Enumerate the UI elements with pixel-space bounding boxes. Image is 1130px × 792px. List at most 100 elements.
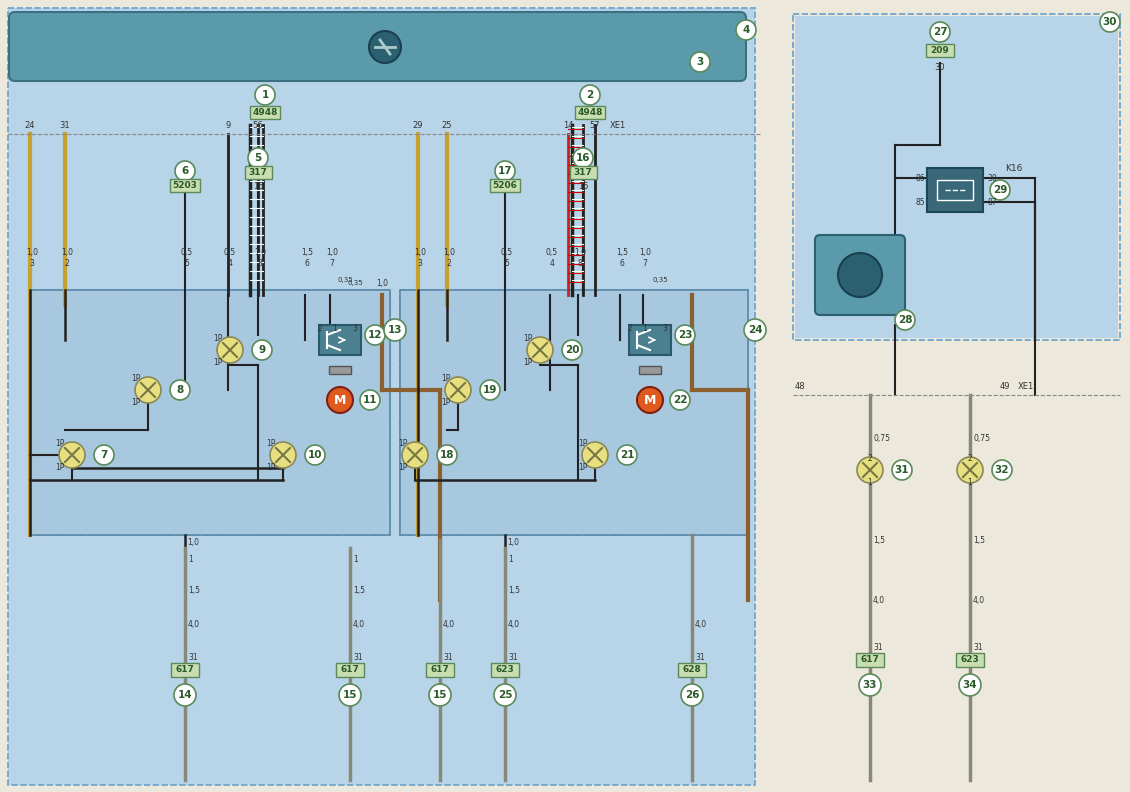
Text: 1P: 1P: [579, 439, 588, 447]
Text: 56: 56: [253, 121, 263, 130]
Text: 1P: 1P: [131, 374, 141, 383]
Text: 57: 57: [590, 121, 600, 130]
Text: 1P: 1P: [398, 463, 408, 471]
Text: 24: 24: [25, 121, 35, 130]
Text: 1,0: 1,0: [254, 248, 266, 257]
Circle shape: [892, 460, 912, 480]
Text: 23: 23: [678, 330, 693, 340]
Text: 19: 19: [483, 385, 497, 395]
Text: 1P: 1P: [579, 463, 588, 471]
Text: 209: 209: [931, 45, 949, 55]
Text: 1P: 1P: [55, 463, 64, 471]
Text: 7: 7: [643, 260, 647, 268]
Circle shape: [255, 85, 275, 105]
Text: 1,0: 1,0: [325, 248, 338, 257]
Text: M: M: [644, 394, 657, 406]
Text: 1,5: 1,5: [188, 585, 200, 595]
Circle shape: [1099, 12, 1120, 32]
Text: 15: 15: [577, 181, 589, 191]
Text: 31: 31: [188, 653, 198, 661]
Text: 2: 2: [64, 260, 69, 268]
Text: 31: 31: [508, 653, 518, 661]
Text: 1,0: 1,0: [443, 248, 455, 257]
Text: 87: 87: [986, 197, 997, 207]
Circle shape: [94, 445, 114, 465]
Text: 4: 4: [742, 25, 749, 35]
Text: 5203: 5203: [173, 181, 198, 189]
Text: 3: 3: [29, 260, 34, 268]
Circle shape: [247, 148, 268, 168]
Bar: [857, 653, 884, 667]
Text: 623: 623: [496, 665, 514, 675]
Text: 31: 31: [443, 653, 453, 661]
Text: 1P: 1P: [398, 439, 408, 447]
Text: 31: 31: [895, 465, 910, 475]
Text: 9: 9: [225, 121, 231, 130]
Text: 0,35: 0,35: [337, 277, 353, 283]
Text: 2: 2: [318, 323, 322, 333]
Bar: [927, 168, 983, 212]
Text: 9: 9: [259, 345, 266, 355]
Bar: [0, 785, 1130, 792]
Text: 1,0: 1,0: [376, 279, 388, 287]
Bar: [170, 178, 200, 192]
Text: 1,0: 1,0: [414, 248, 426, 257]
Circle shape: [582, 442, 608, 468]
Text: 2: 2: [586, 90, 593, 100]
Text: 85: 85: [915, 197, 925, 207]
Bar: [492, 663, 519, 677]
Text: 1P: 1P: [523, 357, 532, 367]
Text: 25: 25: [497, 690, 512, 700]
FancyBboxPatch shape: [9, 12, 746, 81]
Circle shape: [675, 325, 695, 345]
Circle shape: [744, 319, 766, 341]
Text: 6: 6: [305, 260, 310, 268]
Text: 13: 13: [388, 325, 402, 335]
Text: 1,0: 1,0: [507, 539, 519, 547]
Text: 6: 6: [619, 260, 625, 268]
Text: 16: 16: [576, 153, 590, 163]
Text: 29: 29: [412, 121, 424, 130]
Text: 26: 26: [685, 690, 699, 700]
Text: 4,0: 4,0: [873, 596, 885, 604]
Circle shape: [174, 684, 195, 706]
Circle shape: [580, 85, 600, 105]
Text: XE1: XE1: [1018, 382, 1034, 391]
Text: 14: 14: [563, 121, 573, 130]
Bar: [755, 0, 1130, 792]
Circle shape: [384, 319, 406, 341]
Text: 1P: 1P: [267, 463, 276, 471]
Bar: [8, 8, 755, 785]
Circle shape: [339, 684, 360, 706]
Text: 2: 2: [627, 323, 633, 333]
Text: 317: 317: [574, 167, 592, 177]
Bar: [400, 290, 748, 535]
Text: 617: 617: [340, 665, 359, 675]
Text: 4,0: 4,0: [188, 620, 200, 630]
Text: 1: 1: [508, 555, 513, 565]
Circle shape: [959, 674, 981, 696]
Text: 628: 628: [683, 665, 702, 675]
Text: 1,5: 1,5: [353, 585, 365, 595]
Text: 8: 8: [258, 260, 262, 268]
Text: 1,5: 1,5: [873, 535, 885, 545]
Circle shape: [736, 20, 756, 40]
Text: 0,5: 0,5: [181, 248, 193, 257]
Bar: [400, 290, 748, 535]
Text: 30: 30: [1103, 17, 1118, 27]
Bar: [793, 14, 1120, 340]
Text: 7: 7: [101, 450, 107, 460]
Circle shape: [838, 253, 883, 297]
Bar: [8, 8, 755, 785]
Bar: [575, 105, 605, 119]
Text: 1,5: 1,5: [301, 248, 313, 257]
Text: 3: 3: [353, 323, 357, 333]
Text: 32: 32: [994, 465, 1009, 475]
Text: 5206: 5206: [493, 181, 518, 189]
Text: 21: 21: [619, 450, 634, 460]
Circle shape: [670, 390, 690, 410]
Text: 25: 25: [442, 121, 452, 130]
Text: 20: 20: [565, 345, 580, 355]
Bar: [31, 290, 390, 535]
Text: 6: 6: [182, 166, 189, 176]
